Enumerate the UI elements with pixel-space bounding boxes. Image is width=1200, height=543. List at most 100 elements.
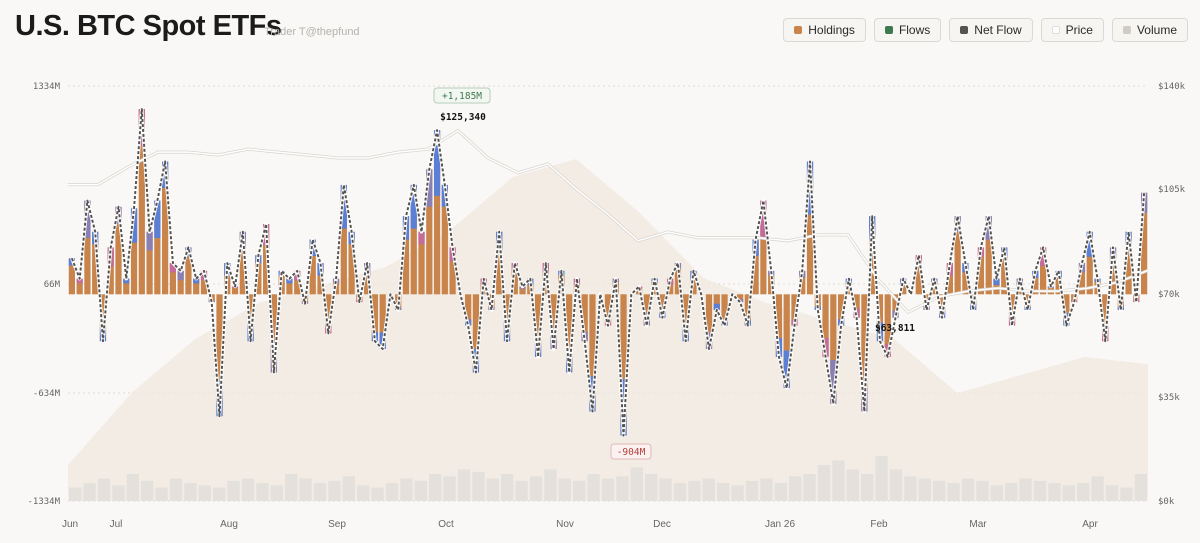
legend-price-button[interactable]: Price — [1040, 18, 1104, 42]
flow-bar — [775, 294, 783, 357]
flow-bar — [433, 130, 441, 295]
volume-bar — [601, 478, 615, 501]
volume-bar — [645, 474, 658, 501]
flow-bar — [752, 239, 759, 295]
volume-bar — [141, 480, 154, 501]
flow-bar-segment — [84, 200, 91, 239]
volume-bar — [947, 483, 960, 501]
flow-bar — [1109, 247, 1117, 295]
flow-bar — [861, 294, 868, 412]
author-credit: Trader T@thepfund — [264, 26, 360, 38]
volume-bars — [69, 456, 1147, 501]
flow-bar — [410, 184, 417, 295]
flow-bar-segment — [340, 184, 347, 229]
flow-bar — [263, 223, 270, 295]
x-axis-tick: Mar — [969, 519, 987, 530]
flow-bar — [1040, 247, 1047, 295]
volume-bar — [299, 478, 312, 501]
volume-bar — [256, 483, 269, 501]
flow-bar-segment — [169, 263, 176, 273]
volume-bar — [1033, 480, 1047, 501]
flow-bar-segment — [830, 359, 837, 404]
flow-bar-segment — [783, 350, 790, 389]
volume-bar — [573, 480, 586, 501]
flow-bar — [68, 258, 75, 295]
volume-bar — [529, 476, 543, 501]
flow-bar — [146, 231, 153, 295]
max-flow-label: +1,185M — [442, 91, 482, 102]
volume-bar — [774, 483, 787, 501]
flow-bar — [465, 294, 472, 326]
legend-volume-button[interactable]: Volume — [1111, 18, 1188, 42]
flow-bar — [286, 278, 293, 295]
flow-bar — [566, 294, 573, 373]
flow-bar — [231, 286, 239, 295]
volume-bar — [213, 487, 226, 501]
flow-bar — [449, 247, 456, 295]
holdings-swatch-icon — [794, 26, 803, 34]
volume-bar — [832, 460, 845, 501]
flow-bar — [138, 109, 145, 295]
axes: 1334M 66M -634M -1334M $140k $105k $70k $35k $0k… — [27, 82, 1185, 530]
volume-bar — [659, 478, 672, 501]
volume-bar — [69, 487, 82, 501]
flow-bar — [783, 294, 790, 389]
legend-label: Holdings — [808, 23, 855, 37]
flow-bar — [705, 294, 713, 349]
volume-bar — [673, 483, 687, 501]
flow-bar — [379, 294, 386, 349]
volume-bar — [1120, 487, 1133, 501]
x-axis-tick: Sep — [328, 519, 346, 530]
volume-bar — [904, 476, 917, 501]
left-axis-tick: -1334M — [27, 497, 60, 507]
right-axis-tick: $140k — [1158, 82, 1186, 92]
flow-bar — [682, 294, 689, 342]
flow-bar — [589, 294, 596, 412]
flow-bar — [426, 169, 433, 295]
volume-bar — [126, 474, 139, 501]
flow-bar — [946, 263, 953, 295]
volume-bar — [803, 474, 816, 501]
flow-bar — [340, 184, 347, 295]
volume-bar — [515, 480, 528, 501]
flow-bar — [496, 231, 503, 295]
flow-bar — [185, 247, 192, 295]
flow-bar — [1063, 294, 1070, 326]
volume-bar — [1048, 483, 1061, 501]
flow-bar — [76, 278, 83, 295]
volume-bar — [472, 471, 485, 501]
volume-bar — [313, 483, 327, 501]
flow-bar-segment — [713, 303, 720, 310]
volume-bar — [558, 478, 571, 501]
volume-bar — [1062, 485, 1075, 501]
volume-bar — [241, 478, 255, 501]
legend-label: Price — [1065, 23, 1093, 37]
volume-bar — [270, 485, 283, 501]
x-axis-tick: Aug — [220, 519, 238, 530]
legend-net-flow-button[interactable]: Net Flow — [949, 18, 1033, 42]
flow-bar-segment — [146, 231, 153, 251]
flow-bar — [1032, 270, 1039, 295]
volume-bar — [169, 478, 183, 501]
flow-bar-segment — [76, 278, 83, 284]
price-line — [68, 128, 1149, 315]
flow-bar — [130, 208, 138, 295]
volume-bar — [227, 480, 240, 501]
flow-bar — [884, 294, 891, 357]
x-axis-tick: Oct — [438, 519, 454, 530]
legend-flows-button[interactable]: Flows — [873, 18, 942, 42]
volume-bar — [184, 483, 197, 501]
flow-bar — [418, 231, 425, 295]
flow-bar — [822, 294, 829, 357]
volume-bar — [688, 480, 701, 501]
legend-holdings-button[interactable]: Holdings — [783, 18, 866, 42]
flow-bar — [154, 200, 161, 295]
flow-bar-segment — [286, 278, 293, 284]
volume-bar — [616, 476, 629, 501]
flow-bar — [659, 294, 666, 318]
flow-bar-segment — [123, 278, 130, 284]
flow-bar — [193, 278, 200, 295]
volume-bar — [285, 474, 298, 501]
volume-bar — [817, 465, 831, 501]
x-axis-tick: Feb — [870, 519, 888, 530]
